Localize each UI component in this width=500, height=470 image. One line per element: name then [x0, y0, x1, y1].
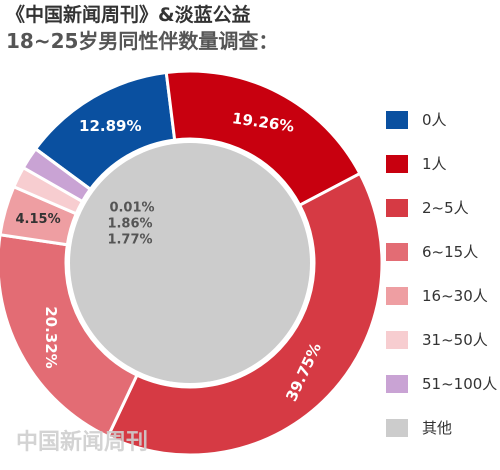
data-label-4: 4.15%: [16, 212, 61, 227]
legend-swatch: [386, 243, 408, 261]
legend-item: 其他: [386, 416, 496, 440]
legend-label: 其他: [422, 419, 453, 437]
legend-item: 51~100人: [386, 372, 498, 396]
legend-label: 1人: [422, 155, 447, 173]
data-label-5: 1.77%: [107, 233, 152, 248]
legend-label: 6~15人: [422, 243, 479, 261]
donut-center: [70, 143, 310, 383]
legend-label: 16~30人: [422, 287, 488, 305]
legend-item: 0人: [386, 108, 496, 132]
slice-7: [33, 146, 93, 192]
watermark-text: 中国新闻周刊: [16, 429, 149, 455]
legend-swatch: [386, 155, 408, 173]
legend-swatch: [386, 331, 408, 349]
legend-label: 51~100人: [422, 375, 498, 393]
legend-swatch: [386, 375, 408, 393]
legend-swatch: [386, 111, 408, 129]
legend-label: 0人: [422, 111, 447, 129]
legend-label: 31~50人: [422, 331, 488, 349]
legend-item: 6~15人: [386, 240, 496, 264]
legend-label: 2~5人: [422, 199, 469, 217]
legend-item: 1人: [386, 152, 496, 176]
chart-title: 《中国新闻周刊》&淡蓝公益 18~25岁男同性伴数量调查：: [6, 2, 278, 54]
legend-swatch: [386, 199, 408, 217]
title-line-2: 18~25岁男同性伴数量调查：: [6, 29, 279, 53]
data-label-7: 0.01%: [109, 201, 154, 216]
legend-item: 2~5人: [386, 196, 496, 220]
slice-2: [105, 171, 384, 457]
legend-item: 16~30人: [386, 284, 496, 308]
data-label-0: 12.89%: [79, 117, 141, 135]
legend-swatch: [386, 287, 408, 305]
legend-item: 31~50人: [386, 328, 496, 352]
data-label-6: 1.86%: [107, 217, 152, 232]
data-label-3: 20.32%: [42, 306, 60, 368]
legend-swatch: [386, 419, 408, 437]
title-line-1: 《中国新闻周刊》&淡蓝公益: [6, 4, 251, 26]
